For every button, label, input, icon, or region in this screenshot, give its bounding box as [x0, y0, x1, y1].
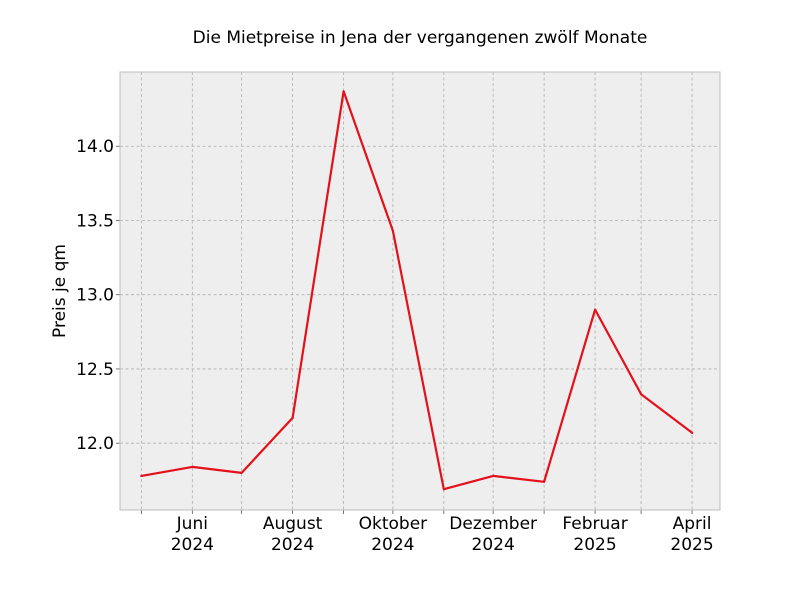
x-tick-label-month: August — [263, 514, 323, 534]
y-tick-label: 12.0 — [76, 434, 114, 454]
x-tick-label-year: 2024 — [472, 535, 515, 555]
data-point — [442, 488, 445, 491]
plot-area — [120, 72, 720, 510]
y-tick-label: 13.0 — [76, 286, 114, 306]
series-layer — [140, 90, 694, 491]
plot-frame — [119, 71, 721, 511]
y-axis: 12.0 12.5 13.0 13.5 14.0 — [76, 137, 120, 454]
chart-title: Die Mietpreise in Jena der vergangenen z… — [193, 28, 648, 48]
y-tick-label: 14.0 — [76, 137, 114, 157]
y-tick-label: 12.5 — [76, 360, 114, 380]
x-tick-label-year: 2025 — [670, 535, 713, 555]
x-tick-label-year: 2024 — [171, 535, 214, 555]
data-point — [492, 474, 495, 477]
series-line — [140, 90, 694, 491]
grid — [120, 72, 720, 510]
data-point — [690, 431, 694, 434]
data-point — [291, 416, 294, 420]
x-tick-label-month: Dezember — [449, 514, 537, 534]
x-tick-label-month: Februar — [562, 514, 627, 534]
data-point — [191, 465, 194, 469]
x-tick-label-year: 2025 — [573, 535, 616, 555]
data-point — [543, 480, 546, 483]
y-axis-label: Preis je qm — [50, 244, 70, 338]
data-point — [391, 229, 394, 232]
x-axis: Juni2024August2024Oktober2024Dezember202… — [140, 510, 714, 555]
x-tick-label-month: Oktober — [359, 514, 428, 534]
x-tick-label-month: Juni — [176, 514, 208, 534]
x-tick-label-year: 2024 — [271, 535, 314, 555]
data-point — [240, 471, 243, 474]
x-tick-label-year: 2024 — [371, 535, 414, 555]
data-point — [342, 90, 345, 93]
data-point — [593, 308, 597, 311]
x-tick-label-month: April — [673, 514, 712, 534]
y-tick-label: 13.5 — [76, 211, 114, 231]
data-point — [140, 474, 143, 477]
data-point — [639, 393, 643, 396]
